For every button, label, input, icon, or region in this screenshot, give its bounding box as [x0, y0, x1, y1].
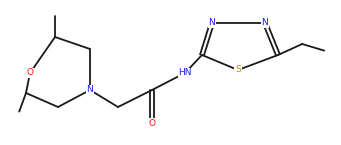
- Text: N: N: [209, 19, 216, 28]
- Text: O: O: [148, 118, 155, 127]
- Text: N: N: [87, 86, 93, 95]
- Text: N: N: [262, 19, 268, 28]
- Text: S: S: [235, 66, 241, 75]
- Text: O: O: [27, 68, 33, 77]
- Text: HN: HN: [178, 68, 192, 77]
